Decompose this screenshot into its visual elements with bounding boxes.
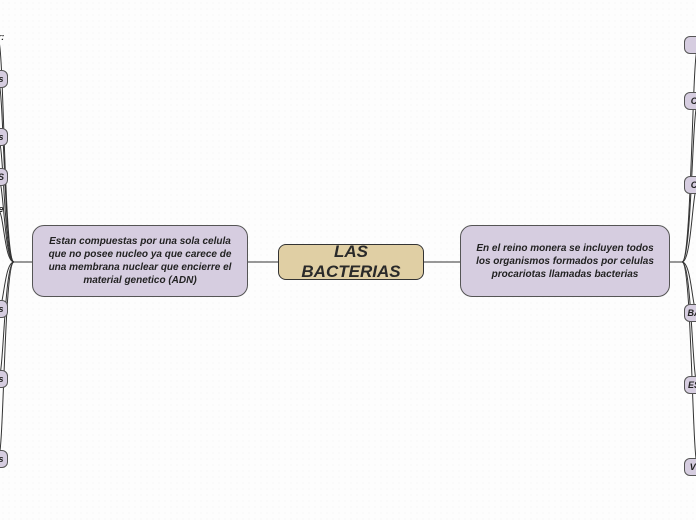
- right-edge-node-1[interactable]: C: [684, 92, 696, 110]
- left-edge-node-0[interactable]: r:: [0, 28, 8, 46]
- central-node[interactable]: LAS BACTERIAS: [278, 244, 424, 280]
- right-edge-node-0[interactable]: [684, 36, 696, 54]
- left-edge-node-6[interactable]: s: [0, 370, 8, 388]
- left-edge-node-2[interactable]: s: [0, 128, 8, 146]
- left-sub-node[interactable]: Estan compuestas por una sola celula que…: [32, 225, 248, 297]
- left-edge-node-7[interactable]: s: [0, 450, 8, 468]
- left-edge-node-3[interactable]: S: [0, 168, 8, 186]
- right-edge-node-2[interactable]: C: [684, 176, 696, 194]
- left-edge-node-1[interactable]: s: [0, 70, 8, 88]
- right-edge-node-4[interactable]: ES: [684, 376, 696, 394]
- right-edge-node-3[interactable]: BA: [684, 304, 696, 322]
- right-edge-node-5[interactable]: VI: [684, 458, 696, 476]
- mindmap-canvas: LAS BACTERIAS Estan compuestas por una s…: [0, 0, 696, 520]
- left-edge-node-5[interactable]: s: [0, 300, 8, 318]
- left-edge-node-4[interactable]: e: [0, 200, 8, 218]
- right-sub-node[interactable]: En el reino monera se incluyen todos los…: [460, 225, 670, 297]
